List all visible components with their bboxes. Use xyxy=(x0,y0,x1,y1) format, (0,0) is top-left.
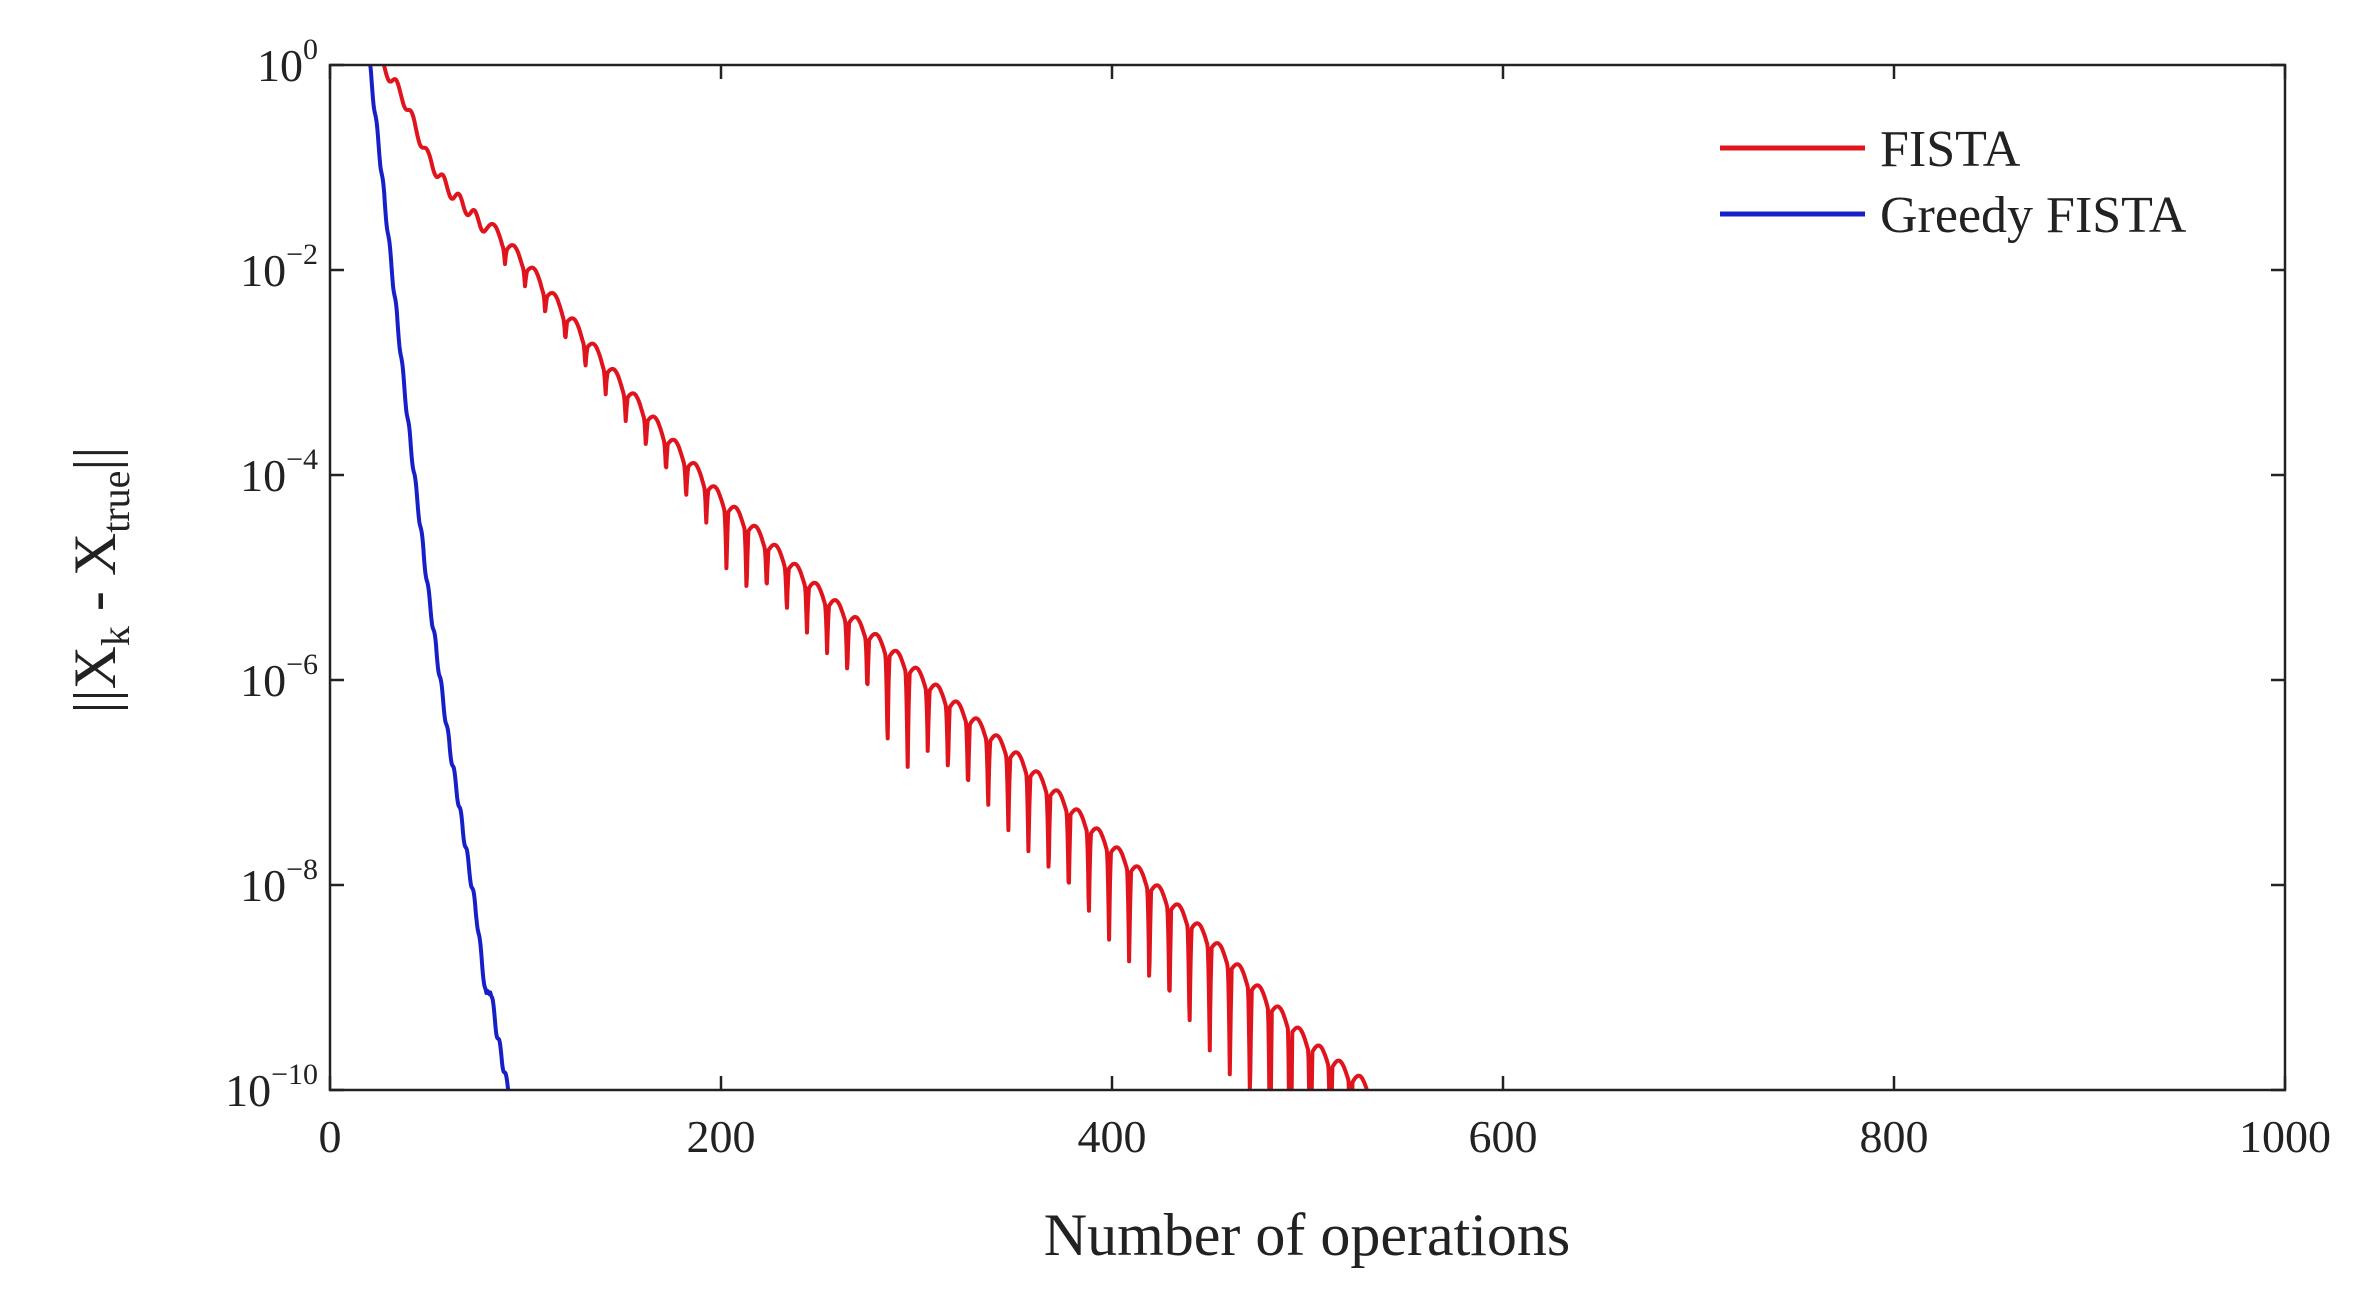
y-tick-label: 10−4 xyxy=(240,443,318,501)
svg-text:||Xk - Xtrue||: ||Xk - Xtrue|| xyxy=(62,447,138,714)
y-axis-title-minus: - X xyxy=(62,533,128,626)
y-tick-label: 100 xyxy=(257,33,318,91)
series-line-greedy-fista xyxy=(368,65,511,1090)
legend-label-fista: FISTA xyxy=(1880,121,2021,178)
y-axis-title: ||Xk - Xtrue|| xyxy=(62,447,138,714)
y-axis-title-bars-right: || xyxy=(62,447,128,471)
y-axis-title-true-subscript: true xyxy=(93,471,138,533)
y-tick-label: 10−2 xyxy=(240,238,318,296)
y-tick-label: 10−6 xyxy=(240,648,318,706)
x-tick-label: 800 xyxy=(1860,1111,1929,1162)
tick-labels: 0 200 400 600 800 1000 10−10 10−8 10−6 10−4 10−2 10… xyxy=(225,33,2331,1162)
x-tick-label: 1000 xyxy=(2239,1111,2331,1162)
x-tick-label: 200 xyxy=(687,1111,756,1162)
y-axis-title-k-subscript: k xyxy=(93,626,138,646)
legend-label-greedy-fista: Greedy FISTA xyxy=(1880,187,2187,244)
x-axis-title: Number of operations xyxy=(1044,1202,1571,1268)
y-axis-title-x: X xyxy=(62,646,128,689)
y-tick-label: 10−8 xyxy=(240,853,318,911)
plot-frame xyxy=(328,63,2287,1092)
x-tick-label: 400 xyxy=(1078,1111,1147,1162)
x-tick-label: 0 xyxy=(319,1111,342,1162)
x-tick-label: 600 xyxy=(1469,1111,1538,1162)
legend: FISTA Greedy FISTA xyxy=(1720,121,2187,244)
y-axis-title-bars-left: || xyxy=(62,689,128,713)
y-tick-label: 10−10 xyxy=(225,1058,318,1116)
series-line-fista xyxy=(381,65,1369,1090)
